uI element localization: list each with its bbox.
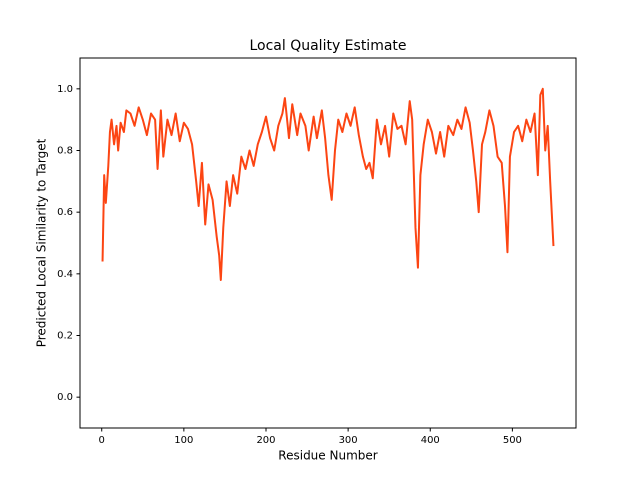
y-tick-label: 0.2 <box>57 331 73 342</box>
plot-frame <box>79 57 577 429</box>
y-tick-label: 0.6 <box>57 207 73 218</box>
x-tick-label: 400 <box>421 435 440 446</box>
x-tick-label: 100 <box>174 435 193 446</box>
line-series <box>101 87 555 281</box>
chart-title: Local Quality Estimate <box>249 38 406 54</box>
x-tick-label: 200 <box>256 435 275 446</box>
y-axis-label: Predicted Local Similarity to Target <box>35 138 49 347</box>
y-tick-label: 0.4 <box>57 269 73 280</box>
x-tick-label: 500 <box>503 435 522 446</box>
x-axis-label: Residue Number <box>278 449 377 463</box>
x-tick-label: 300 <box>339 435 358 446</box>
y-tick-label: 1.0 <box>57 84 73 95</box>
y-tick-label: 0.8 <box>57 146 73 157</box>
x-tick-label: 0 <box>99 435 105 446</box>
y-tick-label: 0.0 <box>57 392 73 403</box>
